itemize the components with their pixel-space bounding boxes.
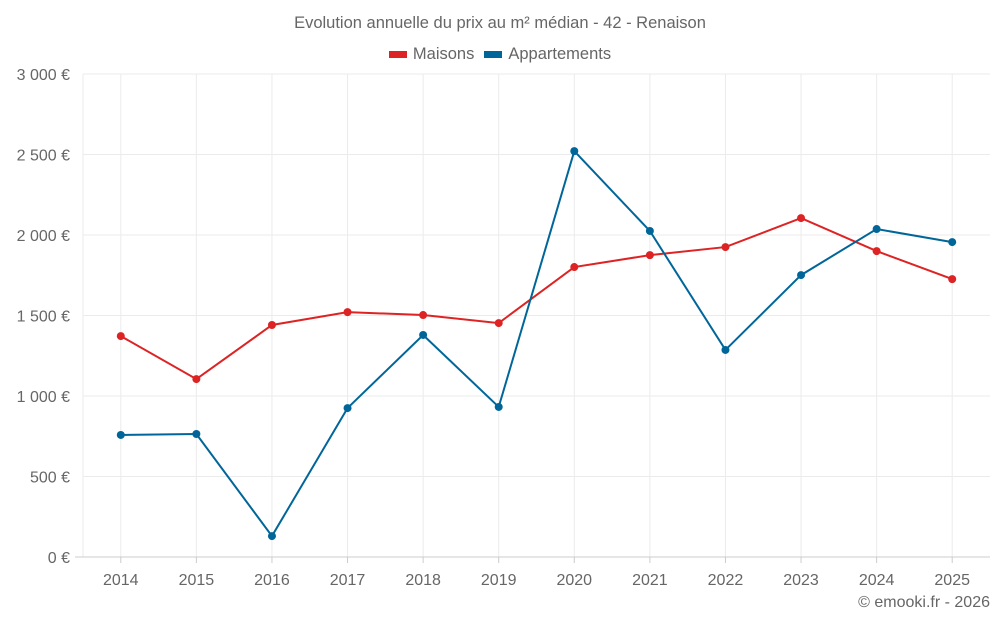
y-tick-label: 1 000 € [17, 389, 70, 406]
data-point-appartements [645, 226, 654, 235]
data-point-maisons [267, 320, 276, 329]
series-line-appartements [120, 149, 953, 538]
legend-swatch-appartements [484, 51, 503, 58]
legend-item-appartements[interactable]: Appartements [484, 45, 611, 64]
data-point-maisons [872, 247, 881, 256]
x-tick-label: 2025 [934, 572, 970, 589]
data-point-maisons [192, 375, 201, 384]
chart-title: Evolution annuelle du prix au m² médian … [294, 14, 706, 32]
x-tick-label: 2015 [179, 572, 215, 589]
data-point-maisons [116, 332, 125, 341]
data-point-appartements [570, 147, 579, 156]
data-point-appartements [721, 345, 730, 354]
data-point-appartements [797, 271, 806, 280]
data-point-appartements [267, 532, 276, 541]
data-point-maisons [343, 308, 352, 317]
x-tick-label: 2016 [254, 572, 290, 589]
x-tick-label: 2017 [330, 572, 366, 589]
x-tick-label: 2022 [708, 572, 744, 589]
legend-swatch-maisons [388, 51, 407, 58]
legend-label-maisons: Maisons [412, 45, 475, 63]
data-point-maisons [645, 251, 654, 260]
data-point-appartements [419, 330, 428, 339]
x-tick-label: 2024 [859, 572, 895, 589]
data-point-appartements [192, 429, 201, 438]
series-line-maisons [120, 217, 953, 381]
x-tick-label: 2023 [783, 572, 819, 589]
data-point-appartements [872, 225, 881, 234]
credit: © emooki.fr - 2026 [858, 594, 990, 611]
data-point-appartements [494, 402, 503, 411]
data-point-maisons [494, 319, 503, 328]
data-point-maisons [948, 275, 957, 284]
data-point-maisons [570, 263, 579, 272]
x-tick-label: 2019 [481, 572, 517, 589]
y-tick-label: 0 € [48, 550, 70, 567]
data-point-appartements [948, 238, 957, 247]
x-tick-label: 2021 [632, 572, 668, 589]
data-point-maisons [721, 243, 730, 252]
legend: Maisons Appartements [0, 45, 1000, 64]
y-tick-label: 3 000 € [17, 67, 70, 84]
x-tick-label: 2014 [103, 572, 139, 589]
data-point-appartements [343, 404, 352, 413]
y-tick-label: 2 500 € [17, 148, 70, 165]
x-tick-label: 2020 [556, 572, 592, 589]
legend-label-appartements: Appartements [508, 45, 612, 63]
data-point-appartements [116, 430, 125, 439]
y-tick-label: 500 € [30, 470, 70, 487]
legend-item-maisons[interactable]: Maisons [388, 45, 475, 64]
data-point-maisons [797, 214, 806, 223]
y-tick-label: 1 500 € [17, 309, 70, 326]
y-tick-label: 2 000 € [17, 228, 70, 245]
data-point-maisons [419, 311, 428, 320]
x-tick-label: 2018 [405, 572, 441, 589]
